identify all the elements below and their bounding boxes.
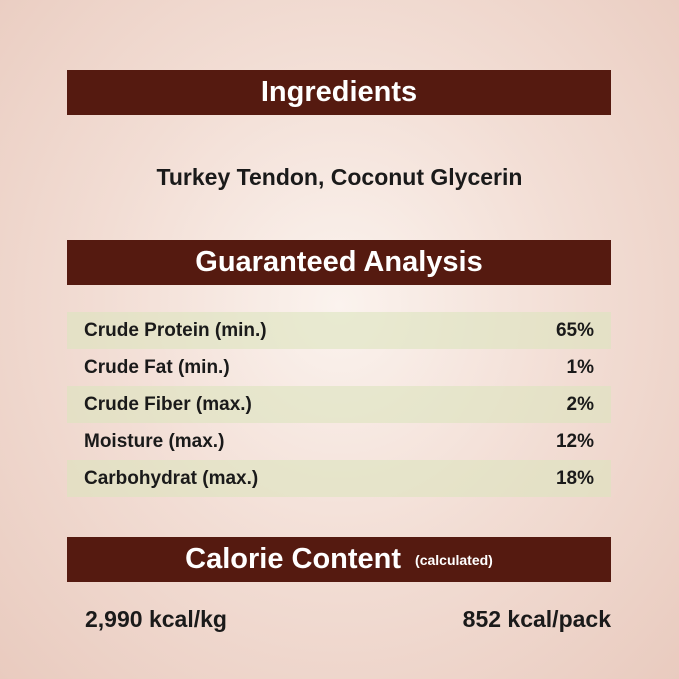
table-row: Crude Protein (min.) 65% xyxy=(67,312,611,349)
calorie-per-kg: 2,990 kcal/kg xyxy=(85,606,227,632)
row-value: 65% xyxy=(555,319,594,341)
calorie-banner: Calorie Content (calculated) xyxy=(67,537,611,582)
row-value: 18% xyxy=(555,467,594,489)
ingredients-title: Ingredients xyxy=(260,76,418,108)
calorie-title: Calorie Content xyxy=(185,543,402,575)
table-row: Moisture (max.) 12% xyxy=(67,423,611,460)
row-label: Moisture (max.) xyxy=(84,430,225,452)
analysis-table: Crude Protein (min.) 65% Crude Fat (min.)… xyxy=(67,312,611,497)
ingredients-banner: Ingredients xyxy=(67,70,611,115)
table-row: Carbohydrat (max.) 18% xyxy=(67,460,611,497)
row-label: Carbohydrat (max.) xyxy=(84,467,259,489)
row-value: 2% xyxy=(566,393,594,415)
row-value: 1% xyxy=(566,356,594,378)
calorie-note: (calculated) xyxy=(415,551,493,568)
analysis-banner: Guaranteed Analysis xyxy=(67,240,611,285)
row-label: Crude Fiber (max.) xyxy=(84,393,252,415)
row-label: Crude Protein (min.) xyxy=(84,319,267,341)
row-value: 12% xyxy=(555,430,594,452)
row-label: Crude Fat (min.) xyxy=(84,356,230,378)
analysis-title: Guaranteed Analysis xyxy=(195,246,483,278)
ingredients-text: Turkey Tendon, Coconut Glycerin xyxy=(156,164,523,190)
table-row: Crude Fat (min.) 1% xyxy=(67,349,611,386)
table-row: Crude Fiber (max.) 2% xyxy=(67,386,611,423)
calorie-per-pack: 852 kcal/pack xyxy=(462,606,611,632)
